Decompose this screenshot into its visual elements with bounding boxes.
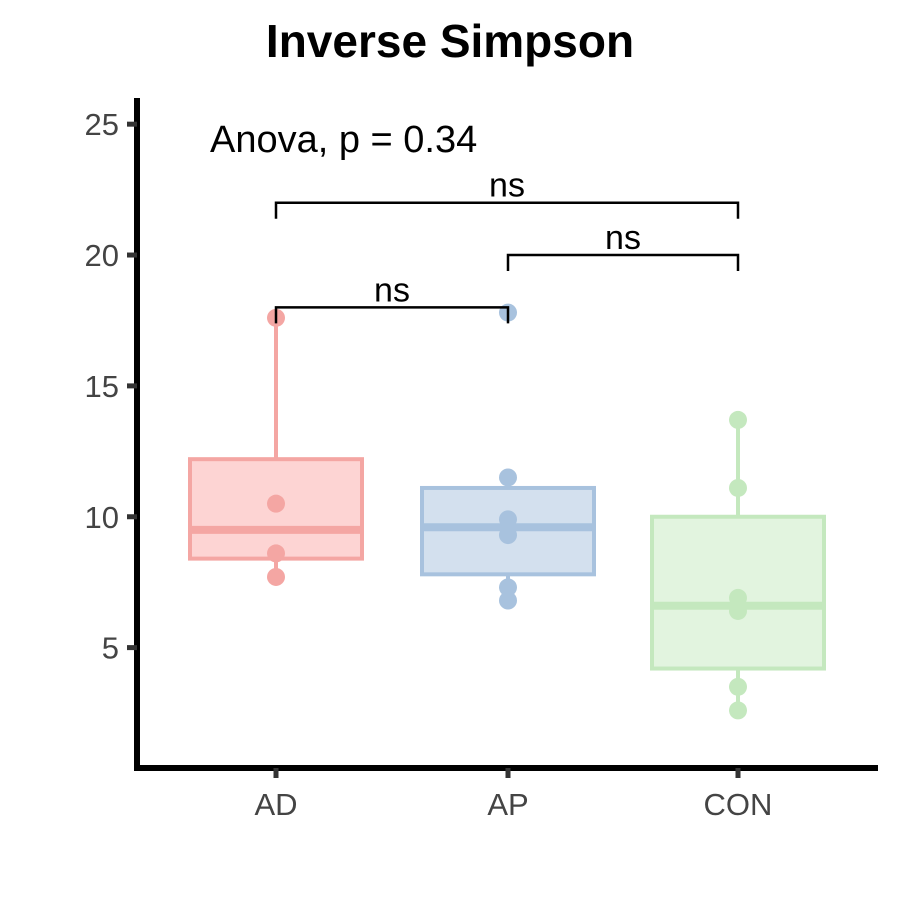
data-point-ap (499, 591, 517, 610)
x-tick-label: CON (704, 787, 773, 822)
comparison-label: ns (605, 219, 641, 257)
comparison-bracket (274, 201, 740, 219)
data-point-con (729, 478, 747, 497)
data-point-ad (267, 544, 285, 563)
anova-annotation: Anova, p = 0.34 (210, 119, 477, 161)
data-point-ap (499, 510, 517, 529)
data-point-ap (499, 526, 517, 545)
data-point-ad (267, 494, 285, 513)
y-tick-label: 15 (85, 369, 119, 404)
data-point-ad (267, 567, 285, 586)
data-point-ap (499, 468, 517, 487)
data-point-con (729, 410, 747, 429)
data-point-ap (499, 578, 517, 597)
data-point-con (729, 588, 747, 607)
y-tick-label: 10 (85, 500, 119, 535)
data-point-con (729, 601, 747, 620)
y-tick-label: 5 (102, 631, 119, 666)
y-tick-label: 20 (85, 238, 119, 273)
comparison-label: ns (489, 167, 525, 205)
comparison-bracket (274, 306, 510, 324)
chart-title: Inverse Simpson (265, 15, 635, 67)
x-tick-label: AD (254, 787, 297, 822)
comparison-bracket (506, 253, 740, 272)
x-tick-label: AP (487, 787, 528, 822)
comparison-label: ns (374, 271, 410, 309)
data-point-con (729, 677, 747, 696)
data-point-con (729, 701, 747, 720)
y-tick-label: 25 (85, 107, 119, 142)
